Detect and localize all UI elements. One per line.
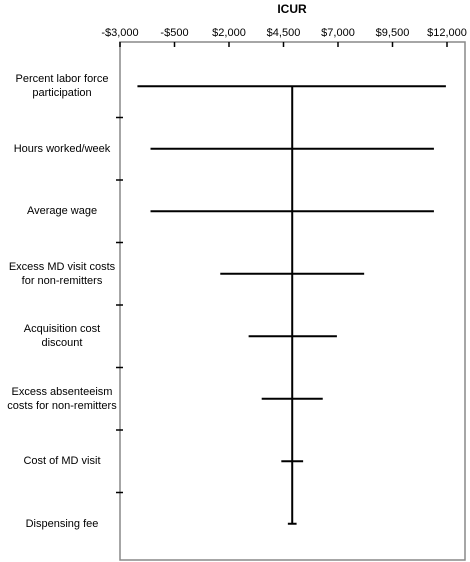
x-tick-label: $12,000	[427, 27, 467, 39]
category-label: Percent labor force participation	[15, 73, 109, 100]
category-label: Cost of MD visit	[23, 455, 101, 468]
category-label: Dispensing fee	[25, 517, 99, 530]
x-tick-label: $4,500	[267, 27, 301, 39]
category-label: Average wage	[26, 205, 98, 218]
x-tick-label: -$500	[160, 27, 188, 39]
category-label: Excess MD visit costs for non-remitters	[8, 260, 116, 287]
x-tick-label: -$3,000	[101, 27, 138, 39]
category-label: Excess absenteeism costs for non-remitte…	[7, 385, 117, 412]
x-tick-label: $2,000	[212, 27, 246, 39]
x-tick-label: $7,000	[321, 27, 355, 39]
chart-title: ICUR	[277, 2, 307, 16]
plot-frame	[119, 41, 466, 561]
x-tick-label: $9,500	[376, 27, 410, 39]
category-label: Acquisition cost discount	[23, 323, 101, 350]
category-label: Hours worked/week	[13, 142, 111, 155]
